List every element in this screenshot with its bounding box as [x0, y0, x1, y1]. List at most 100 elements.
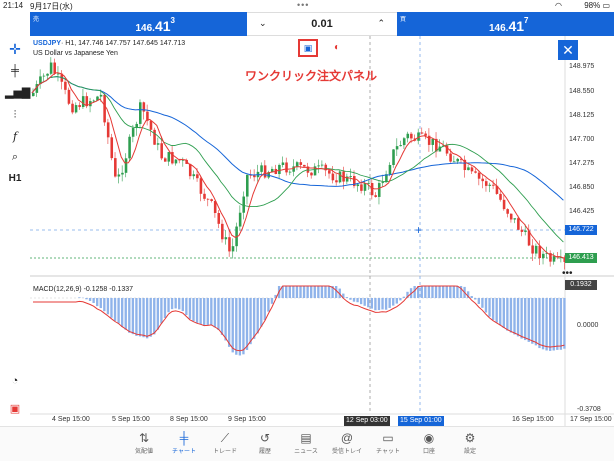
symbol-ohlc: · H1, 147.746 147.757 147.645 147.713	[61, 40, 186, 47]
candle-body	[149, 120, 153, 130]
candle-body	[96, 96, 99, 101]
candle-body	[377, 183, 381, 197]
candle-body	[502, 199, 506, 210]
candle-body	[488, 184, 492, 186]
candle-body	[370, 183, 374, 196]
macd-label-min: -0.3708	[577, 406, 601, 413]
candle-body	[46, 73, 49, 76]
candle-body	[374, 195, 377, 197]
history-icon: ↺	[259, 431, 271, 445]
candle-body	[64, 81, 67, 90]
macd-signal-line	[33, 285, 565, 352]
tab-settings[interactable]: ⚙ 設定	[450, 430, 490, 455]
bar-chart-icon[interactable]: ▂▅▇	[5, 87, 31, 99]
candle-body	[328, 170, 331, 174]
candle-body	[335, 180, 338, 183]
price-label: 148.550	[569, 88, 595, 95]
tab-chat[interactable]: ▭ チャット	[368, 430, 408, 455]
ma-mid-line	[31, 76, 564, 243]
crosshair-icon[interactable]: ✛	[9, 41, 21, 57]
candle-body	[246, 174, 249, 197]
volume-increase-icon[interactable]: ⌃	[377, 18, 385, 28]
tab-account[interactable]: ◉ 口座	[409, 430, 449, 455]
more-icon[interactable]: •••	[562, 268, 573, 279]
candle-body	[85, 96, 89, 107]
time-label: 17 Sep 15:00	[570, 416, 612, 423]
candle-body	[278, 164, 281, 174]
tab-news[interactable]: ▤ ニュース	[286, 430, 326, 455]
price-label: 147.275	[569, 160, 595, 167]
candle-body	[199, 178, 203, 194]
candle-body	[427, 135, 431, 145]
chart-type-icon[interactable]: ╪	[11, 65, 19, 77]
candle-body	[253, 175, 256, 178]
multitask-dots-icon[interactable]: •••	[297, 0, 310, 10]
ma-slow-line	[31, 76, 564, 201]
close-icon[interactable]: ✕	[558, 40, 578, 60]
function-icon[interactable]: f	[12, 130, 18, 143]
indicators-icon[interactable]: ⫶	[13, 109, 17, 121]
candle-body	[320, 164, 324, 166]
tab-label: チャート	[172, 449, 196, 455]
one-click-panel-button[interactable]: ▣	[298, 39, 318, 57]
sell-button[interactable]: 売 146.413	[30, 12, 247, 36]
tab-mail[interactable]: @ 受信トレイ	[327, 430, 367, 455]
candle-body	[178, 159, 181, 161]
tab-label: 口座	[422, 449, 435, 455]
sell-label: 売	[33, 17, 40, 23]
symbol-name[interactable]: USDJPY	[33, 40, 62, 47]
tab-chart[interactable]: ╪ チャート	[164, 430, 204, 455]
objects-icon[interactable]: ⌕	[11, 151, 19, 163]
candle-body	[360, 184, 363, 191]
buy-price-main: 146.	[489, 23, 509, 34]
lifebuoy-icon[interactable]: ◐	[333, 42, 341, 53]
gauge-icon[interactable]: ◔	[11, 375, 19, 387]
symbol-info: USDJPY· H1, 147.746 147.757 147.645 147.…	[33, 40, 185, 47]
candle-body	[124, 158, 128, 173]
tab-quotes[interactable]: ⇅ 気配値	[124, 430, 164, 455]
tab-trade[interactable]: ⟋ トレード	[205, 430, 245, 455]
candle-body	[260, 165, 263, 172]
status-time: 21:14	[3, 1, 24, 10]
tab-history[interactable]: ↺ 履歴	[245, 430, 285, 455]
buy-label: 買	[400, 17, 407, 23]
candle-body	[263, 165, 267, 178]
buy-price-big: 41	[508, 18, 525, 34]
candle-body	[484, 181, 488, 186]
candle-body	[217, 213, 221, 224]
buy-button[interactable]: 買 146.417	[397, 12, 614, 36]
candle-body	[249, 174, 253, 176]
one-click-trading-icon[interactable]: ▣	[9, 403, 21, 415]
chart-toolbar: ✛ ╪ ▂▅▇ ⫶ f ⌕ H1 ◔ ▣	[0, 36, 30, 426]
candle-body	[481, 178, 484, 182]
candle-body	[527, 230, 531, 246]
trade-icon: ⟋	[220, 431, 230, 445]
candle-body	[445, 145, 449, 154]
candle-body	[338, 171, 342, 183]
candle-body	[142, 102, 146, 112]
candle-body	[552, 256, 556, 262]
candle-body	[81, 96, 85, 108]
wifi-icon: ◠	[555, 1, 562, 10]
price-chart[interactable]: +	[30, 36, 614, 426]
macd-label: MACD(12,26,9) -0.1258 -0.1337	[33, 286, 133, 293]
volume-value[interactable]: 0.01	[311, 18, 333, 30]
candle-body	[295, 162, 299, 167]
volume-decrease-icon[interactable]: ⌄	[259, 18, 267, 28]
time-label: 9 Sep 15:00	[228, 416, 266, 423]
candle-body	[513, 218, 517, 220]
current-time-tag: 15 Sep 01:00	[398, 416, 444, 426]
candle-body	[213, 200, 217, 214]
timeframe-button[interactable]: H1	[8, 173, 22, 184]
candle-body	[114, 158, 117, 177]
candle-body	[306, 166, 310, 173]
candle-body	[292, 166, 295, 172]
candle-body	[542, 253, 545, 259]
candle-body	[420, 132, 424, 134]
candle-body	[317, 165, 320, 167]
candle-body	[385, 174, 388, 183]
candle-body	[456, 158, 459, 162]
chart-area[interactable]: + USDJPY· H1, 147.746 147.757 147.645 14…	[30, 36, 614, 426]
symbol-description: US Dollar vs Japanese Yen	[33, 50, 118, 57]
candle-body	[128, 136, 131, 159]
